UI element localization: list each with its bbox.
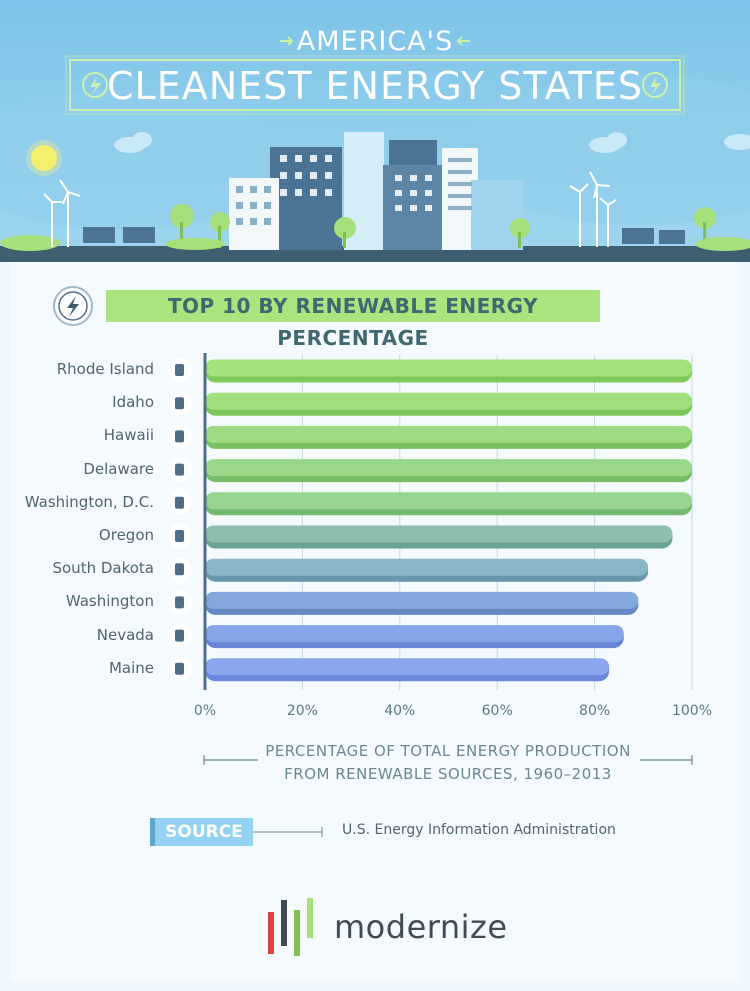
x-axis-label-line2: FROM RENEWABLE SOURCES, 1960–2013 — [284, 765, 612, 783]
state-shape-icon-9 — [175, 662, 184, 675]
source-text: U.S. Energy Information Administration — [342, 822, 616, 838]
state-shape-icon-4 — [175, 496, 184, 509]
bar-3 — [205, 459, 692, 477]
tree-icon — [0, 204, 750, 251]
header-title-line1: AMERICA'S — [296, 26, 454, 57]
state-shape-icon-1 — [175, 397, 184, 410]
x-tick-label: 40% — [384, 703, 416, 719]
category-label: Hawaii — [103, 426, 154, 445]
cloud-icon — [114, 132, 750, 153]
state-shape-icon-5 — [175, 530, 184, 542]
bar-5 — [205, 525, 673, 543]
category-label: Rhode Island — [56, 360, 154, 378]
category-label: Washington, D.C. — [24, 492, 154, 511]
bar-0 — [205, 359, 692, 377]
state-shape-icon-7 — [175, 596, 184, 609]
state-shape-icon-2 — [175, 430, 184, 443]
header-illustration — [0, 0, 750, 262]
header-title-line2: CLEANEST ENERGY STATES — [106, 64, 644, 108]
bar-2 — [205, 425, 692, 443]
building-windows — [280, 155, 432, 211]
x-tick-label: 20% — [286, 703, 318, 719]
state-shape-icon-3 — [175, 463, 184, 476]
category-label: Delaware — [83, 459, 154, 478]
x-tick-label: 60% — [481, 703, 513, 719]
category-label: South Dakota — [52, 559, 154, 578]
category-label: Idaho — [112, 393, 154, 412]
source-badge: SOURCE — [150, 818, 253, 846]
bar-1 — [205, 392, 692, 410]
wind-turbine-icon — [43, 171, 617, 247]
bar-6 — [205, 558, 649, 576]
category-label: Maine — [108, 658, 154, 677]
category-label: Oregon — [98, 526, 154, 544]
x-tick-label: 0% — [193, 703, 217, 719]
category-label: Washington — [65, 592, 154, 611]
bar-7 — [205, 591, 639, 609]
x-tick-label: 100% — [671, 703, 713, 719]
building-windows-light — [236, 158, 472, 225]
category-label: Nevada — [96, 625, 154, 644]
title-frame — [65, 36, 685, 115]
state-shape-icon-0 — [175, 364, 184, 376]
x-tick-label: 80% — [579, 703, 611, 719]
section-title: TOP 10 BY RENEWABLE ENERGY PERCENTAGE — [106, 290, 600, 350]
x-axis-label-line1: PERCENTAGE OF TOTAL ENERGY PRODUCTION — [265, 742, 631, 760]
state-shape-icon-8 — [175, 629, 184, 642]
state-shape-icon-6 — [175, 563, 184, 576]
sun-icon — [26, 140, 62, 176]
bar-9 — [205, 658, 610, 676]
solar-panel-icon — [83, 227, 685, 244]
logo-text: modernize — [334, 908, 508, 946]
bar-4 — [205, 492, 692, 510]
bar-8 — [205, 625, 624, 643]
